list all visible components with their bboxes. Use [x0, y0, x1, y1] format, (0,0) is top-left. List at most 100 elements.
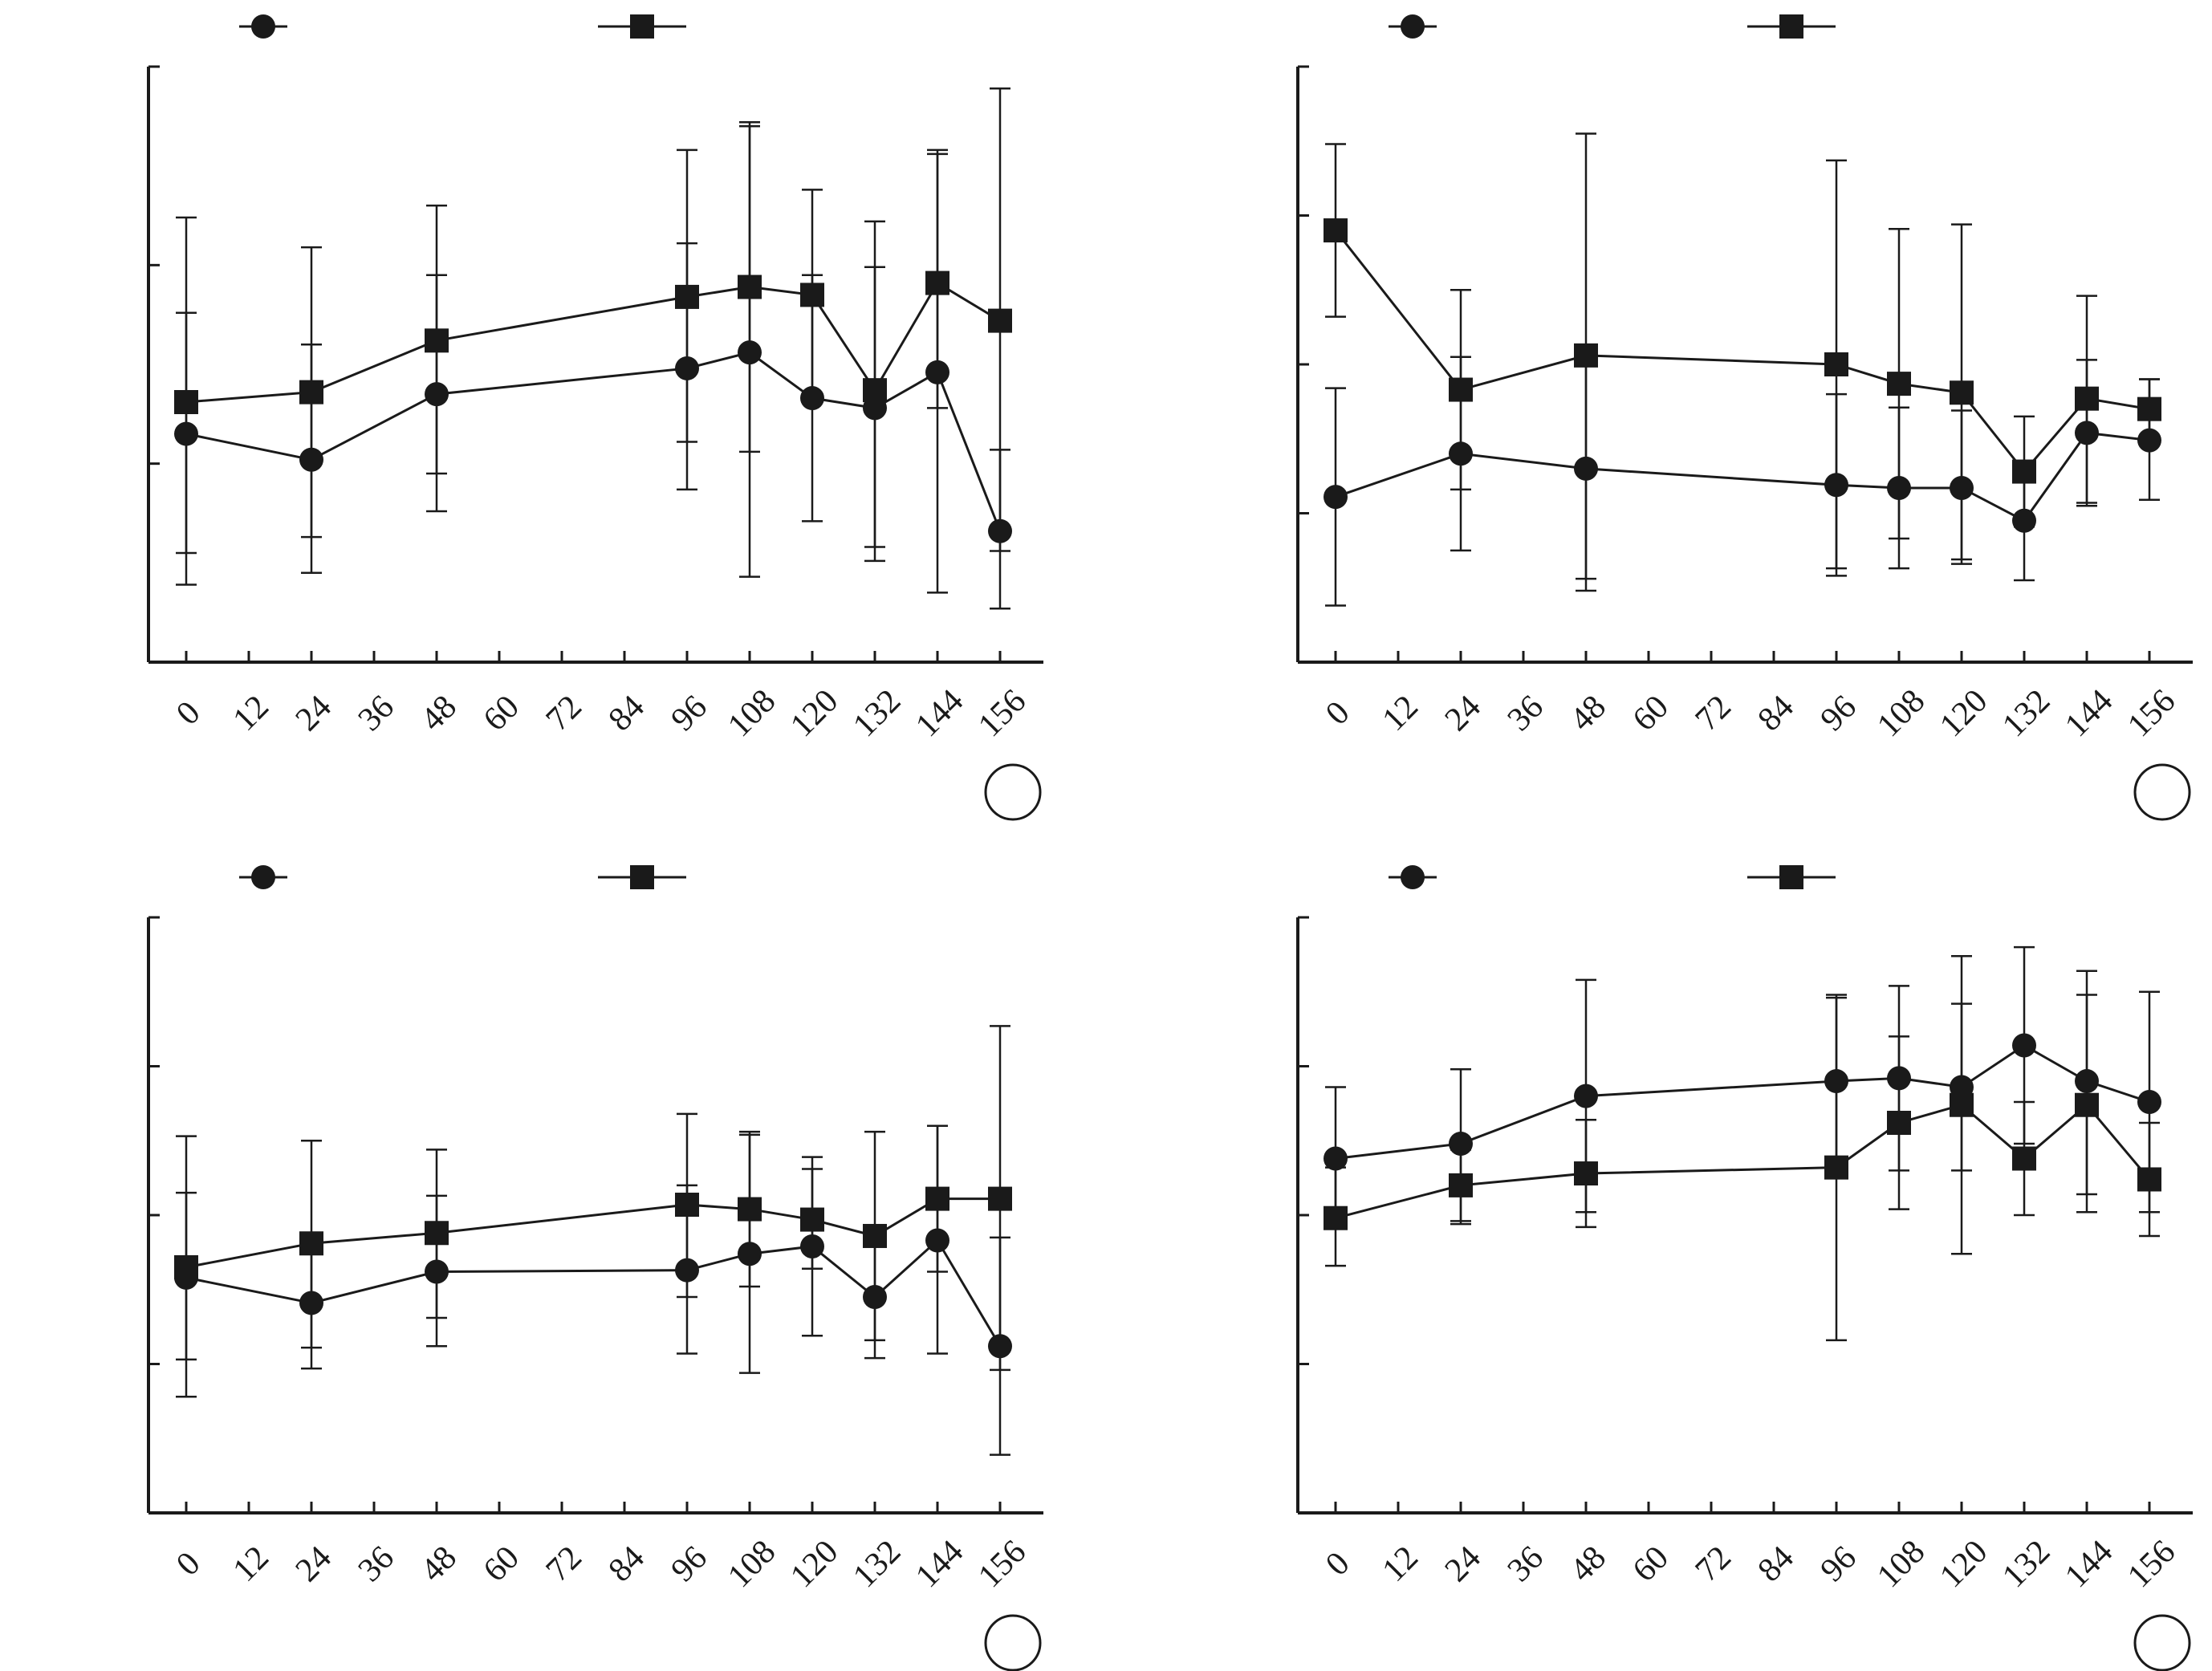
- x-tick-label: 132: [1995, 1533, 2057, 1595]
- x-tick-label: 96: [665, 1539, 714, 1589]
- data-point-mafld: [675, 284, 699, 309]
- data-point-mafld: [1887, 1110, 1911, 1135]
- data-point-non-mafld: [675, 1258, 699, 1283]
- x-tick-label: 0: [169, 1545, 207, 1583]
- panel-d: 0 12 24 36 48 60 72 84 96 108 120 132 144 156: [1296, 865, 2193, 1671]
- data-point-mafld: [1824, 352, 1848, 376]
- data-point-non-mafld: [1574, 456, 1598, 481]
- data-point-mafld: [1449, 377, 1473, 402]
- x-tick-label: 12: [226, 1539, 276, 1589]
- legend-marker-square: [1779, 865, 1803, 889]
- data-point-non-mafld: [2137, 428, 2161, 453]
- x-tick-label: 24: [1438, 689, 1488, 738]
- panel-a: 0 12 24 36 48 60 72 84 96 108 120 132 144 156: [147, 14, 1043, 821]
- data-point-mafld: [2137, 396, 2161, 421]
- x-tick-label: 84: [1751, 689, 1801, 738]
- data-point-mafld: [2137, 1167, 2161, 1192]
- series-line-mafld: [1334, 230, 2150, 474]
- data-point-mafld: [988, 308, 1012, 333]
- x-tick-label: 60: [1626, 689, 1676, 738]
- x-tick-label: 144: [2058, 682, 2120, 744]
- data-point-mafld: [2075, 1092, 2099, 1117]
- x-tick-label: 12: [226, 689, 276, 738]
- data-point-non-mafld: [425, 382, 449, 407]
- data-point-non-mafld: [925, 360, 949, 384]
- data-point-mafld: [863, 1223, 887, 1248]
- data-point-mafld: [2012, 1146, 2036, 1171]
- data-point-mafld: [1324, 218, 1348, 243]
- data-point-mafld: [800, 283, 824, 307]
- data-point-mafld: [1950, 380, 1974, 405]
- data-point-non-mafld: [738, 1242, 762, 1266]
- data-point-non-mafld: [1887, 475, 1911, 500]
- x-tick-label: 12: [1376, 1539, 1425, 1589]
- data-point-mafld: [1449, 1173, 1473, 1197]
- x-tick-label: 60: [1626, 1539, 1676, 1589]
- panel-label-circle: [2133, 1614, 2191, 1671]
- x-tick-label: 24: [289, 1539, 339, 1589]
- data-point-non-mafld: [1324, 485, 1348, 510]
- x-tick-label: 120: [1933, 1533, 1994, 1595]
- data-point-non-mafld: [1324, 1146, 1348, 1171]
- x-tick-label: 48: [414, 689, 464, 738]
- legend-marker-circle: [1401, 865, 1425, 889]
- legend-marker-circle: [251, 865, 275, 889]
- x-tick-label: 132: [846, 1533, 908, 1595]
- legend-marker-circle: [251, 14, 275, 39]
- data-point-non-mafld: [1887, 1066, 1911, 1091]
- x-tick-label: 0: [1319, 694, 1356, 732]
- x-tick-label: 132: [846, 682, 908, 744]
- x-tick-label: 84: [1751, 1539, 1801, 1589]
- data-point-non-mafld: [800, 1234, 824, 1258]
- data-point-non-mafld: [1449, 441, 1473, 466]
- legend-marker-square: [1779, 14, 1803, 39]
- data-point-mafld: [1574, 1161, 1598, 1186]
- data-point-mafld: [925, 270, 949, 295]
- data-point-non-mafld: [1824, 473, 1848, 498]
- x-tick-label: 96: [1814, 1539, 1864, 1589]
- data-point-non-mafld: [738, 340, 762, 365]
- x-tick-label: 24: [1438, 1539, 1488, 1589]
- legend-marker-square: [630, 14, 654, 39]
- x-tick-label: 0: [169, 694, 207, 732]
- x-tick-label: 120: [783, 1533, 845, 1595]
- data-point-mafld: [2012, 459, 2036, 484]
- data-point-non-mafld: [675, 356, 699, 380]
- x-tick-label: 36: [1501, 689, 1551, 738]
- x-tick-label: 108: [1870, 1533, 1932, 1595]
- x-tick-label: 156: [2121, 1533, 2182, 1595]
- x-tick-label: 60: [477, 1539, 527, 1589]
- x-tick-label: 72: [1689, 1539, 1738, 1589]
- data-point-non-mafld: [425, 1259, 449, 1284]
- x-tick-label: 72: [539, 1539, 589, 1589]
- data-point-mafld: [174, 389, 198, 414]
- x-tick-label: 144: [909, 682, 970, 744]
- x-tick-label: 12: [1376, 689, 1425, 738]
- data-point-mafld: [2075, 386, 2099, 411]
- data-point-mafld: [425, 1221, 449, 1246]
- data-point-non-mafld: [1950, 475, 1974, 500]
- data-point-non-mafld: [2075, 1069, 2099, 1094]
- data-point-mafld: [1324, 1205, 1348, 1230]
- data-point-mafld: [925, 1186, 949, 1211]
- data-point-mafld: [174, 1254, 198, 1279]
- data-point-non-mafld: [2012, 1033, 2036, 1058]
- x-tick-label: 48: [1563, 689, 1613, 738]
- data-point-mafld: [299, 380, 323, 405]
- data-point-non-mafld: [1574, 1084, 1598, 1108]
- data-point-mafld: [800, 1207, 824, 1232]
- x-tick-label: 156: [2121, 682, 2182, 744]
- x-tick-label: 24: [289, 689, 339, 738]
- x-tick-label: 144: [909, 1533, 970, 1595]
- x-tick-label: 72: [1689, 689, 1738, 738]
- x-tick-label: 132: [1995, 682, 2057, 744]
- data-point-mafld: [1887, 372, 1911, 396]
- data-point-mafld: [1950, 1092, 1974, 1117]
- x-tick-label: 108: [721, 682, 783, 744]
- x-tick-label: 36: [352, 689, 401, 738]
- data-point-non-mafld: [1449, 1131, 1473, 1156]
- data-point-mafld: [299, 1231, 323, 1256]
- x-tick-label: 48: [1563, 1539, 1613, 1589]
- data-point-non-mafld: [988, 518, 1012, 543]
- x-tick-label: 108: [1870, 682, 1932, 744]
